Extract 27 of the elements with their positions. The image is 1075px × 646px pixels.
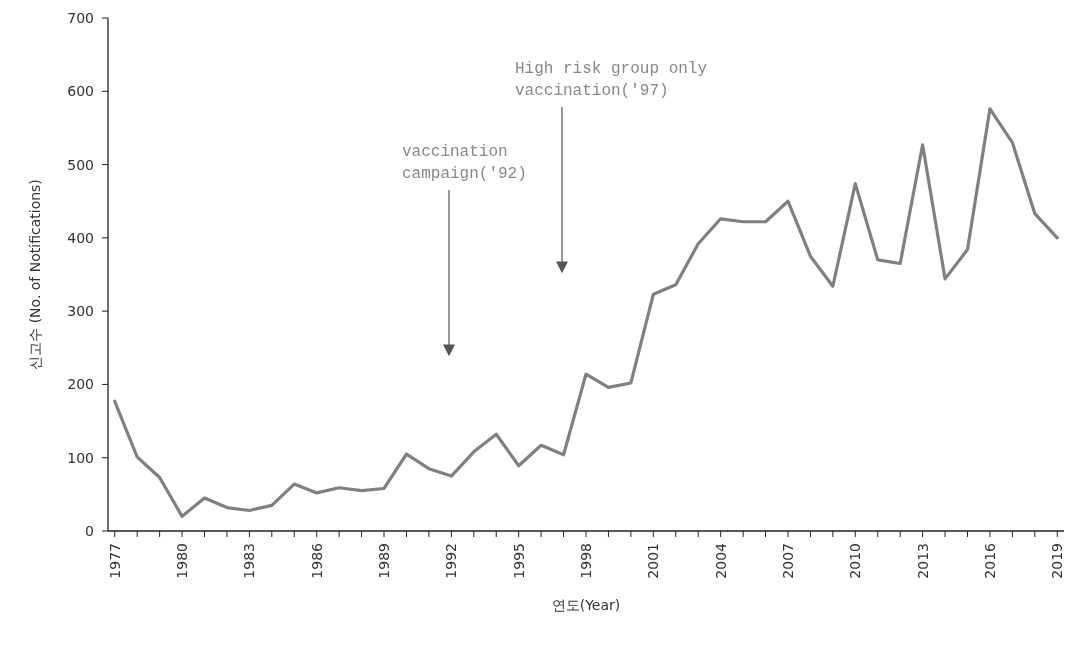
x-tick-label: 2010 [847,543,864,579]
x-tick-label: 2004 [712,542,729,579]
x-tick-label: 2013 [914,543,931,579]
x-axis-title: 연도(Year) [551,597,621,613]
y-tick-label: 200 [67,376,94,393]
x-tick-label: 2016 [981,542,998,579]
annotation: High risk group only vaccination('97) [515,60,708,100]
x-tick-label: 1986 [308,542,325,579]
y-axis-title: 신고수 (No. of Notifications) [27,179,43,370]
y-tick-label: 700 [67,10,94,26]
y-tick-label: 500 [67,156,94,173]
x-tick-label: 1989 [376,543,393,579]
x-tick-label: 1977 [106,543,123,579]
x-tick-label: 2007 [779,543,796,579]
y-tick-label: 600 [67,83,94,100]
y-tick-label: 300 [67,303,94,320]
x-tick-label: 2001 [645,543,662,579]
x-tick-label: 1998 [578,543,594,579]
x-tick-label: 1992 [443,543,460,579]
y-tick-label: 0 [85,523,94,539]
x-tick-label: 2019 [1049,543,1066,579]
x-tick-label: 1995 [510,543,527,579]
annotation: vaccination campaign('92) [402,143,527,183]
y-tick-label: 100 [67,449,94,466]
x-tick-label: 1983 [241,543,258,579]
x-tick-label: 1980 [174,543,191,579]
y-tick-label: 400 [67,229,94,246]
